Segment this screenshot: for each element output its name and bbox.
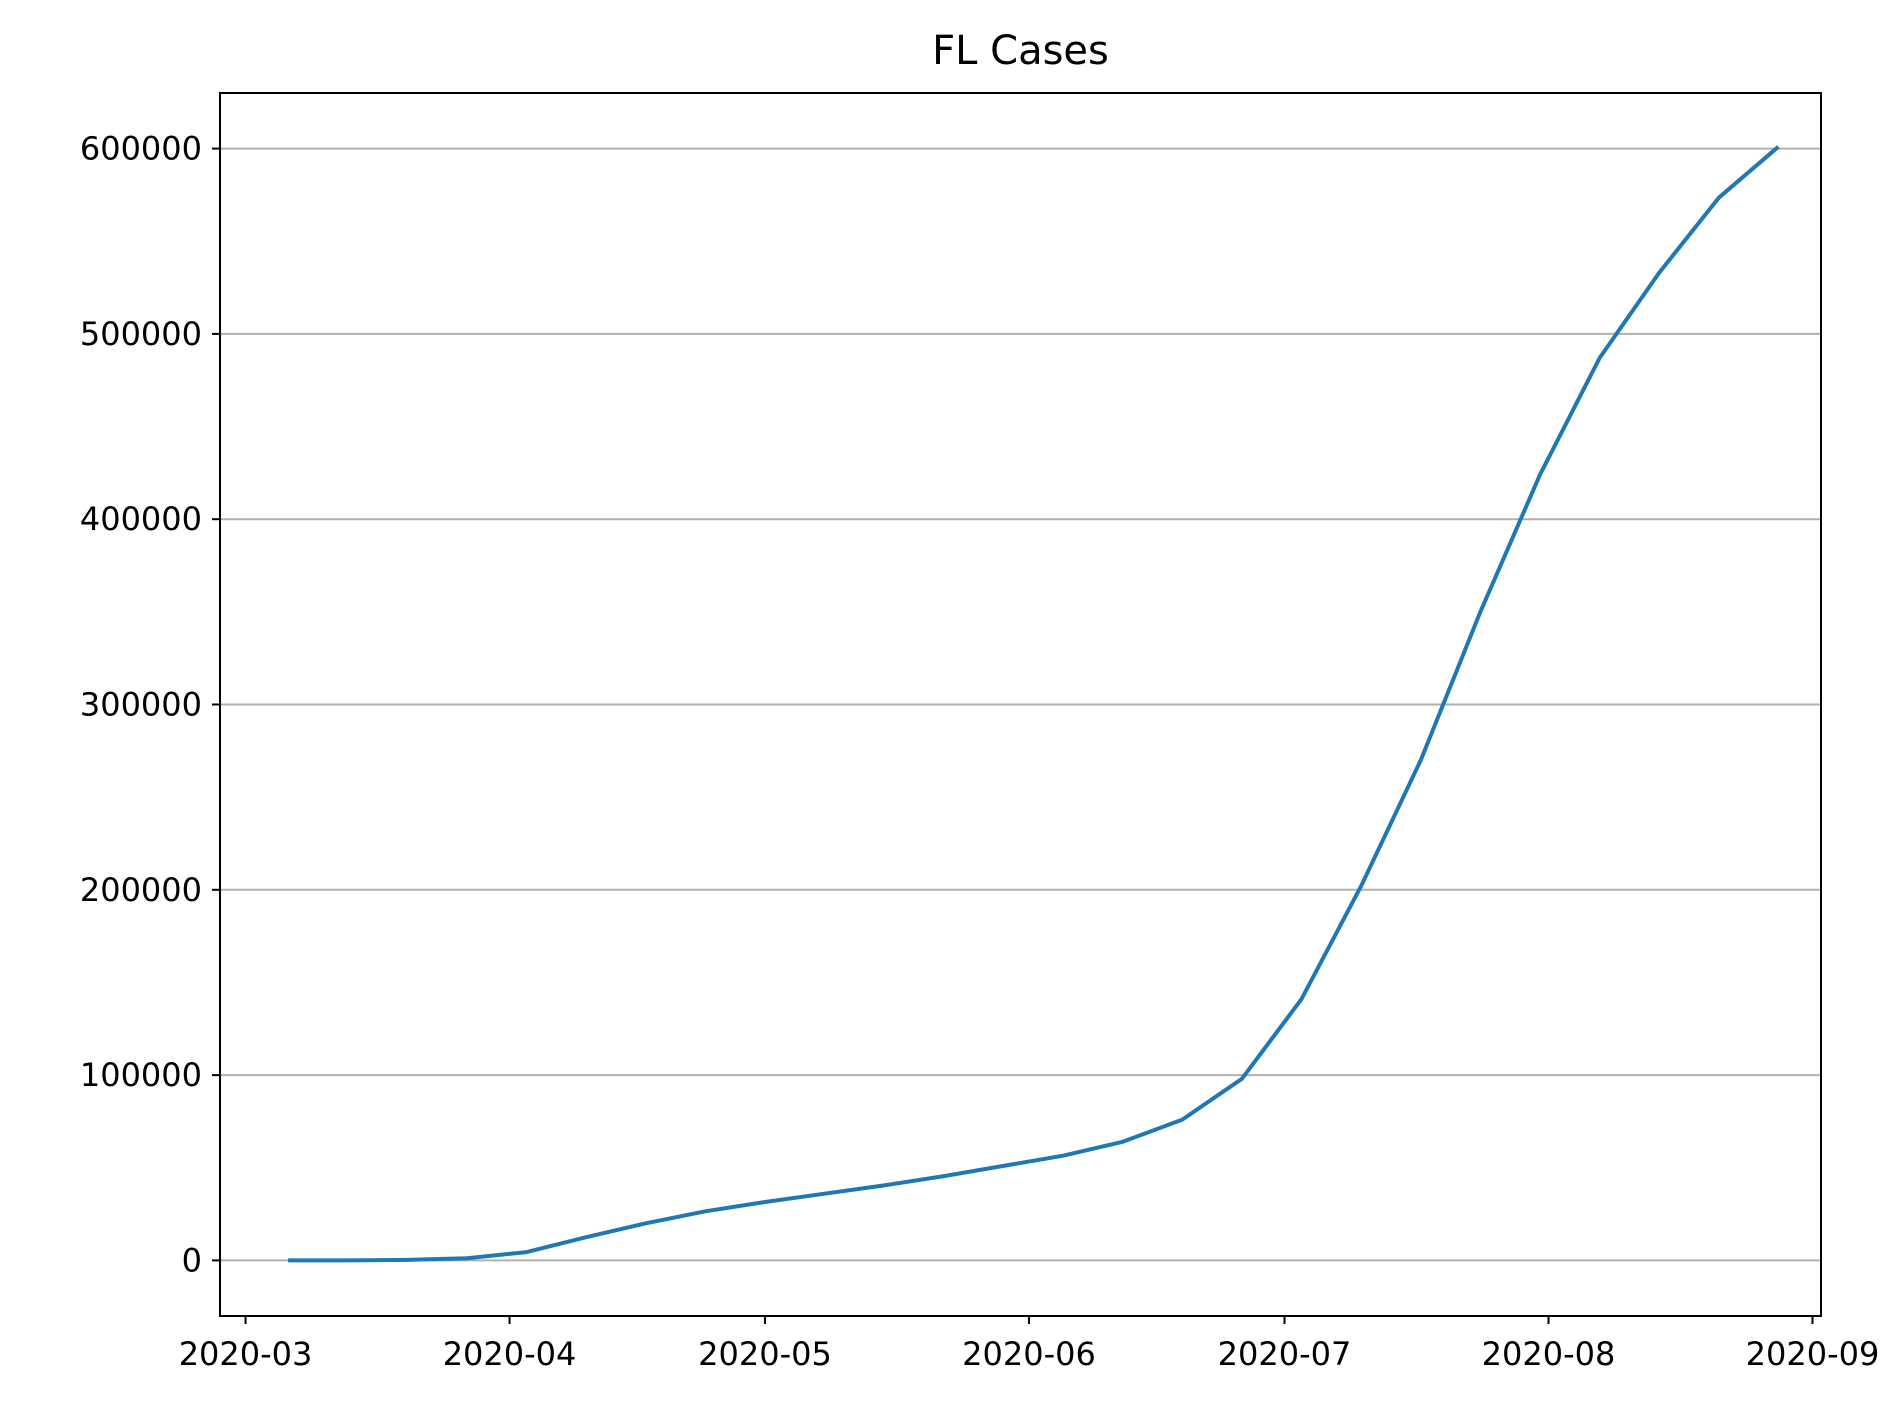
series-line-0 [288,145,1780,1263]
y-axis: 0 100000 200000 300000 400000 500000 600000 [80,130,220,1279]
y-tick-label-0: 0 [182,1241,202,1279]
x-tick-label-0: 2020-03 [179,1335,313,1373]
x-tick-label-6: 2020-09 [1746,1335,1880,1373]
x-tick-label-5: 2020-08 [1482,1335,1616,1373]
x-tick-label-2: 2020-05 [698,1335,832,1373]
grid-lines [220,147,1821,1262]
x-tick-label-3: 2020-06 [962,1335,1096,1373]
y-tick-label-1: 100000 [80,1056,202,1094]
series-layer [288,145,1780,1263]
y-tick-label-5: 500000 [80,315,202,353]
x-tick-label-4: 2020-07 [1218,1335,1352,1373]
chart-title: FL Cases [932,28,1109,74]
y-tick-label-6: 600000 [80,130,202,168]
y-tick-label-4: 400000 [80,500,202,538]
x-tick-label-1: 2020-04 [443,1335,577,1373]
x-axis: 2020-03 2020-04 2020-05 2020-06 2020-07 2020-… [179,1316,1880,1373]
y-tick-label-2: 200000 [80,871,202,909]
y-tick-label-3: 300000 [80,686,202,724]
